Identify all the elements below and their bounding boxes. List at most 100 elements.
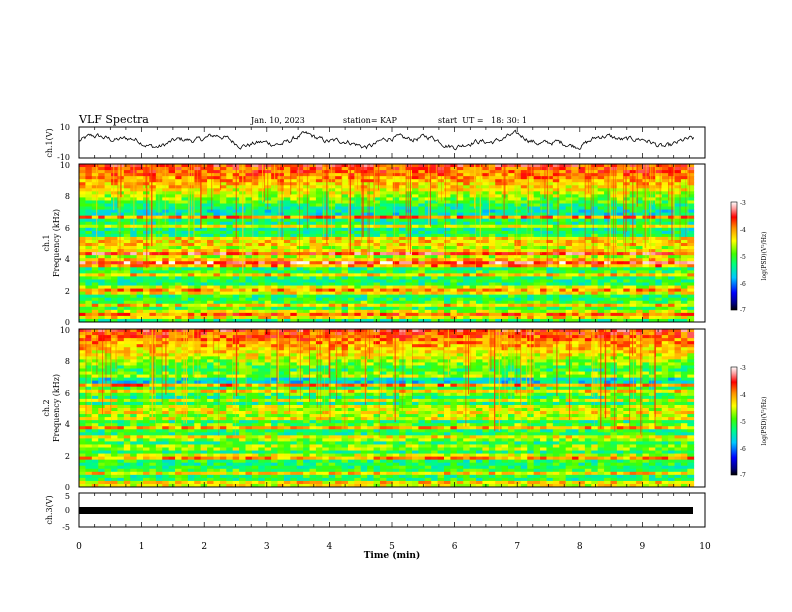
spectrogram-cell	[341, 188, 349, 192]
spectrogram-cell	[540, 236, 547, 241]
spectrogram-cell	[104, 182, 112, 186]
spectrogram-cell	[360, 191, 368, 195]
spectrogram-cell	[200, 267, 208, 271]
spectrogram-cell	[508, 312, 515, 317]
spectrogram-cell	[104, 188, 112, 192]
spectrogram-cell	[104, 285, 112, 289]
spectrogram-cell	[271, 188, 278, 192]
spectrogram-cell	[194, 282, 202, 286]
spectrogram-cell	[616, 164, 624, 168]
spectrogram-cell	[104, 258, 112, 262]
spectrogram-cell	[476, 176, 483, 180]
spectrogram-cell	[456, 297, 464, 302]
spectrogram-cell	[104, 282, 112, 286]
spectrogram-cell	[264, 176, 272, 180]
spectrogram-cell	[175, 200, 182, 204]
spectrogram-cell	[540, 197, 547, 201]
spectrogram-cell	[232, 300, 240, 305]
spectrogram-cell	[488, 221, 496, 226]
spectrogram-cell	[373, 182, 381, 186]
spectrogram-cell	[584, 270, 592, 274]
spectrogram-cell	[264, 164, 272, 168]
spectrogram-cell	[546, 164, 554, 168]
spectrogram-cell	[604, 288, 611, 293]
spectrogram-cell	[136, 176, 144, 180]
spectrogram-cell	[399, 209, 406, 214]
spectrogram-cell	[136, 179, 144, 183]
spectrogram-cell	[232, 279, 240, 283]
spectrogram-cell	[341, 233, 349, 238]
spectrogram-cell	[578, 167, 586, 171]
spectrogram-cell	[578, 164, 586, 168]
spectrogram-cell	[482, 309, 490, 314]
spectrogram-cell	[347, 197, 355, 201]
spectrogram-cell	[367, 249, 374, 253]
spectrogram-cell	[546, 224, 554, 229]
spectrogram-cell	[520, 312, 528, 317]
spectrogram-cell	[597, 218, 605, 223]
spectrogram-cell	[469, 312, 477, 317]
spectrogram-cell	[245, 230, 253, 235]
spectrogram-cell	[290, 164, 298, 168]
spectrogram-cell	[123, 255, 131, 259]
spectrogram-cell	[476, 261, 483, 265]
spectrogram-cell	[251, 239, 259, 244]
spectrogram-cell	[584, 282, 592, 286]
spectrogram-cell	[668, 282, 675, 286]
spectrogram-cell	[578, 200, 586, 204]
spectrogram-cell	[572, 185, 579, 189]
spectrogram-cell	[584, 273, 592, 277]
date-label: Jan. 10, 2023	[250, 116, 305, 125]
spectrogram-cell	[328, 200, 336, 204]
spectrogram-cell	[476, 252, 483, 256]
spectrogram-cell	[668, 270, 675, 274]
spectrogram-cell	[520, 239, 528, 244]
spectrogram-cell	[296, 236, 304, 241]
spectrogram-cell	[354, 236, 362, 241]
spectrogram-cell	[629, 267, 637, 271]
spectrogram-cell	[450, 285, 458, 289]
spectrogram-cell	[104, 276, 112, 280]
spectrogram-cell	[347, 200, 355, 204]
spectrogram-cell	[373, 233, 381, 238]
spectrogram-cell	[162, 200, 170, 204]
spectrogram-cell	[636, 215, 643, 220]
spectrogram-cell	[546, 276, 554, 280]
spectrogram-cell	[149, 309, 157, 314]
spectrogram-cell	[213, 273, 221, 277]
spectrogram-cell	[335, 306, 342, 311]
spectrogram-cell	[488, 176, 496, 180]
spectrogram-cell	[123, 282, 131, 286]
spectrogram-cell	[213, 227, 221, 232]
spectrogram-cell	[399, 303, 406, 308]
spectrogram-cell	[463, 261, 471, 265]
spectrogram-cell	[226, 230, 234, 235]
spectrogram-cell	[354, 258, 362, 262]
spectrogram-cell	[540, 185, 547, 189]
spectrogram-cell	[386, 297, 394, 302]
spectrogram-cell	[687, 270, 695, 274]
spectrogram-cell	[168, 252, 176, 256]
spectrogram-cell	[540, 306, 547, 311]
spectrogram-cell	[194, 167, 202, 171]
spectrogram-cell	[399, 279, 406, 283]
spectrogram-cell	[418, 255, 426, 259]
spectrogram-cell	[674, 312, 682, 317]
spectrogram-cell	[309, 170, 317, 174]
spectrogram-cell	[328, 291, 336, 296]
spectrogram-cell	[322, 273, 330, 277]
spectrogram-cell	[264, 212, 272, 217]
spectrogram-cell	[315, 297, 323, 302]
spectrogram-cell	[572, 200, 579, 204]
spectrogram-cell	[379, 291, 387, 296]
spectrogram-cell	[373, 173, 381, 177]
spectrogram-cell	[219, 315, 227, 320]
spectrogram-cell	[130, 230, 138, 235]
spectrogram-cell	[405, 315, 413, 320]
spectrogram-cell	[162, 170, 170, 174]
spectrogram-cell	[79, 212, 86, 217]
spectrogram-cell	[495, 282, 503, 286]
spectrogram-cell	[360, 252, 368, 256]
spectrogram-cell	[303, 203, 310, 207]
spectrogram-cell	[687, 227, 695, 232]
